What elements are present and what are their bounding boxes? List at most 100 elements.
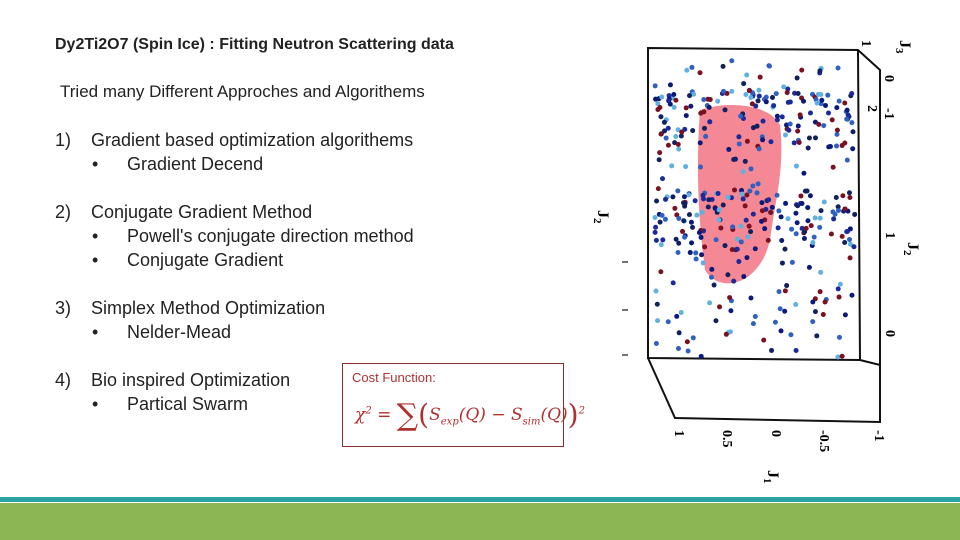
point — [847, 194, 853, 200]
point — [754, 123, 760, 129]
point — [747, 188, 753, 194]
point — [756, 87, 762, 93]
point — [745, 234, 751, 240]
point — [675, 141, 681, 147]
point — [744, 255, 750, 261]
point — [748, 94, 754, 100]
point — [840, 193, 846, 199]
point — [673, 133, 679, 139]
slide-title: Dy2Ti2O7 (Spin Ice) : Fitting Neutron Sc… — [55, 36, 454, 53]
point — [789, 259, 795, 265]
point — [835, 204, 841, 210]
point — [835, 354, 841, 360]
point — [847, 255, 853, 261]
point — [688, 103, 694, 109]
point — [665, 125, 671, 131]
point — [658, 269, 664, 275]
point — [772, 319, 778, 325]
point — [782, 132, 788, 138]
point — [652, 215, 658, 221]
point — [752, 314, 758, 320]
point — [694, 212, 700, 218]
bullet-text: Powell's conjugate direction method — [127, 226, 414, 246]
point — [831, 216, 837, 222]
point — [676, 215, 682, 221]
point — [822, 299, 828, 305]
point — [718, 225, 724, 231]
point — [660, 237, 666, 243]
point — [769, 347, 775, 353]
sum: ∑ — [396, 398, 419, 433]
point — [676, 240, 682, 246]
point — [774, 113, 780, 119]
tick-label: 1 — [671, 430, 686, 437]
tick-label: 0.5 — [719, 430, 734, 448]
point — [735, 236, 741, 242]
point — [827, 144, 833, 150]
axis-index: 2 — [901, 250, 913, 256]
point — [673, 236, 679, 242]
point — [696, 230, 702, 236]
point — [834, 127, 840, 133]
point — [731, 157, 737, 163]
point — [697, 140, 703, 146]
point — [683, 113, 689, 119]
tick-label: -1 — [881, 108, 896, 120]
point — [748, 295, 754, 301]
point — [806, 264, 812, 270]
point — [653, 96, 659, 102]
point — [687, 93, 693, 99]
point — [725, 194, 731, 200]
point — [750, 183, 756, 189]
point — [839, 353, 845, 359]
point — [686, 192, 692, 198]
point — [808, 223, 814, 229]
point — [666, 98, 672, 104]
point — [817, 289, 823, 295]
point — [671, 91, 677, 97]
point — [675, 345, 681, 351]
point — [723, 331, 729, 337]
axis-symbol: J — [904, 242, 921, 250]
axis-label: J3 — [893, 40, 913, 54]
point — [774, 117, 780, 123]
point — [779, 260, 785, 266]
point — [657, 105, 663, 111]
point — [742, 203, 748, 209]
minus: − — [491, 405, 506, 425]
tick-label: 2 — [864, 105, 879, 112]
point — [690, 335, 696, 341]
point — [810, 299, 816, 305]
point — [673, 97, 679, 103]
point — [652, 83, 658, 89]
point — [743, 217, 749, 223]
point — [798, 193, 804, 199]
accent-line — [0, 497, 960, 502]
point — [839, 233, 845, 239]
point — [807, 110, 813, 116]
point — [782, 288, 788, 294]
point — [793, 163, 799, 169]
point — [741, 274, 747, 280]
subtitle: Tried many Different Approches and Algor… — [60, 82, 425, 101]
bullet-text: Partical Swarm — [127, 394, 249, 414]
point — [698, 353, 704, 359]
point — [837, 281, 843, 287]
point — [713, 318, 719, 324]
point — [787, 121, 793, 127]
point — [759, 208, 765, 214]
power: 2 — [578, 405, 585, 417]
paren: ) — [567, 398, 579, 431]
sub: exp — [440, 416, 459, 428]
point — [665, 319, 671, 325]
point — [829, 117, 835, 123]
point — [690, 128, 696, 134]
point — [732, 187, 738, 193]
point — [682, 234, 688, 240]
point — [689, 64, 695, 70]
point — [685, 348, 691, 354]
point — [670, 194, 676, 200]
point — [717, 304, 723, 310]
point — [658, 131, 664, 137]
point — [702, 244, 708, 250]
